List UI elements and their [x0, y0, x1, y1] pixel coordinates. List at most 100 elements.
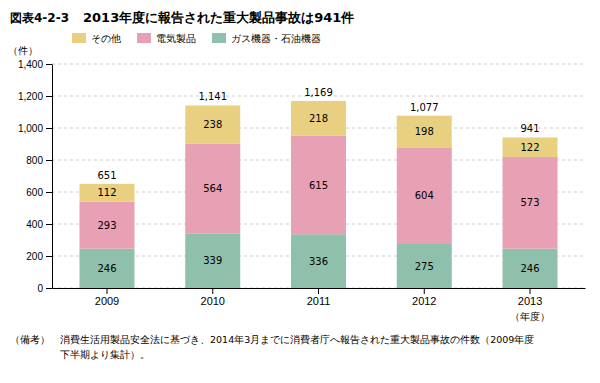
bar [291, 136, 346, 234]
x-tick-mark [424, 288, 425, 294]
legend-swatch [72, 33, 86, 43]
y-tick-label: 600 [26, 187, 43, 198]
bar [79, 202, 134, 249]
y-tick: 800 [26, 155, 52, 166]
legend: その他 電気製品 ガス機器・石油機器 [72, 33, 321, 44]
y-axis: 0 200 400 600 800 1,000 1,200 1,400 [18, 59, 53, 294]
x-axis-label: （年度） [510, 311, 550, 322]
bars [79, 101, 557, 288]
chart: 図表4-2-3 2013年度に報告された重大製品事故は941件 246 339 336 2… [0, 0, 600, 383]
y-tick-mark [46, 288, 52, 289]
y-tick: 400 [26, 219, 52, 230]
notes: （備考） 消費生活用製品安全法に基づき、2014年3月までに消費者庁へ報告された… [10, 334, 534, 360]
y-tick-mark [46, 160, 52, 161]
bar [185, 144, 240, 234]
y-tick: 1,400 [18, 59, 52, 70]
legend-label: ガス機器・石油機器 [231, 33, 321, 44]
data-label: 604 [415, 190, 434, 201]
data-label: 198 [415, 126, 434, 137]
y-tick: 0 [37, 283, 52, 294]
y-axis-line [52, 65, 53, 289]
bar [185, 105, 240, 143]
x-tick-label: 2013 [518, 295, 542, 307]
x-tick-mark [530, 288, 531, 294]
x-tick: 2009 [95, 288, 119, 307]
x-tick-mark [318, 288, 319, 294]
x-tick-label: 2012 [412, 295, 436, 307]
grid [52, 64, 585, 288]
y-tick-label: 200 [26, 251, 43, 262]
bar [397, 147, 452, 244]
y-tick-label: 1,200 [18, 91, 43, 102]
data-label: 564 [203, 183, 222, 194]
grid-line [52, 64, 585, 65]
y-tick: 1,200 [18, 91, 52, 102]
data-label: 238 [203, 119, 222, 130]
total-label: 651 [97, 170, 116, 181]
series [79, 136, 557, 249]
note: （備考） 消費生活用製品安全法に基づき、2014年3月までに消費者庁へ報告された… [10, 334, 534, 345]
x-tick-label: 2011 [307, 295, 331, 307]
data-label: 218 [309, 113, 328, 124]
legend-swatch [212, 33, 226, 43]
data-label: 246 [97, 263, 116, 274]
x-tick-mark [106, 288, 107, 294]
legend-item: ガス機器・石油機器 [212, 33, 321, 44]
bar [291, 234, 346, 288]
x-tick: 2011 [307, 288, 331, 307]
total-label: 1,169 [304, 87, 333, 98]
y-tick-label: 0 [37, 283, 43, 294]
bar [397, 244, 452, 288]
data-label: 615 [309, 180, 328, 191]
x-tick-label: 2009 [95, 295, 119, 307]
bar [503, 249, 558, 288]
bar [503, 157, 558, 249]
y-tick-mark [46, 128, 52, 129]
data-label: 339 [203, 255, 222, 266]
x-tick: 2012 [412, 288, 436, 307]
legend-item: その他 [72, 33, 121, 44]
bar [291, 101, 346, 136]
data-label: 122 [520, 142, 539, 153]
total-label: 1,141 [198, 91, 227, 102]
bar [79, 184, 134, 202]
y-tick-label: 1,400 [18, 59, 43, 70]
y-axis-label: （件） [8, 45, 38, 56]
x-axis: 2009 2010 2011 2012 2013 [53, 288, 586, 307]
x-tick: 2010 [201, 288, 225, 307]
bar [185, 234, 240, 288]
y-tick-label: 1,000 [18, 123, 43, 134]
bar [79, 249, 134, 288]
data-label: 112 [97, 187, 116, 198]
y-tick-label: 800 [26, 155, 43, 166]
bar [503, 137, 558, 157]
bar [397, 116, 452, 148]
y-tick-label: 400 [26, 219, 43, 230]
series [79, 234, 557, 288]
y-tick: 200 [26, 251, 52, 262]
legend-label: 電気製品 [156, 33, 196, 44]
total-label: 1,077 [410, 102, 439, 113]
y-tick-mark [46, 96, 52, 97]
y-tick-mark [46, 64, 52, 65]
y-tick-mark [46, 192, 52, 193]
y-tick-mark [46, 256, 52, 257]
series [79, 101, 557, 202]
title: 2013年度に報告された重大製品事故は941件 [83, 10, 354, 25]
data-label: 275 [415, 261, 434, 272]
legend-label: その他 [91, 33, 121, 44]
data-labels: 2463393362752462935646156045731122382181… [97, 87, 539, 274]
data-label: 246 [520, 263, 539, 274]
x-tick: 2013 [518, 288, 542, 307]
x-tick-label: 2010 [201, 295, 225, 307]
title-box-text: 図表4-2-3 [10, 11, 69, 25]
plot: 2463393362752462935646156045731122382181… [18, 59, 586, 322]
y-tick: 600 [26, 187, 52, 198]
data-label: 336 [309, 256, 328, 267]
y-tick: 1,000 [18, 123, 52, 134]
total-label: 941 [520, 123, 539, 134]
legend-swatch [137, 33, 151, 43]
note: 下半期より集計）。 [10, 349, 150, 360]
legend-item: 電気製品 [137, 33, 196, 44]
x-tick-mark [212, 288, 213, 294]
